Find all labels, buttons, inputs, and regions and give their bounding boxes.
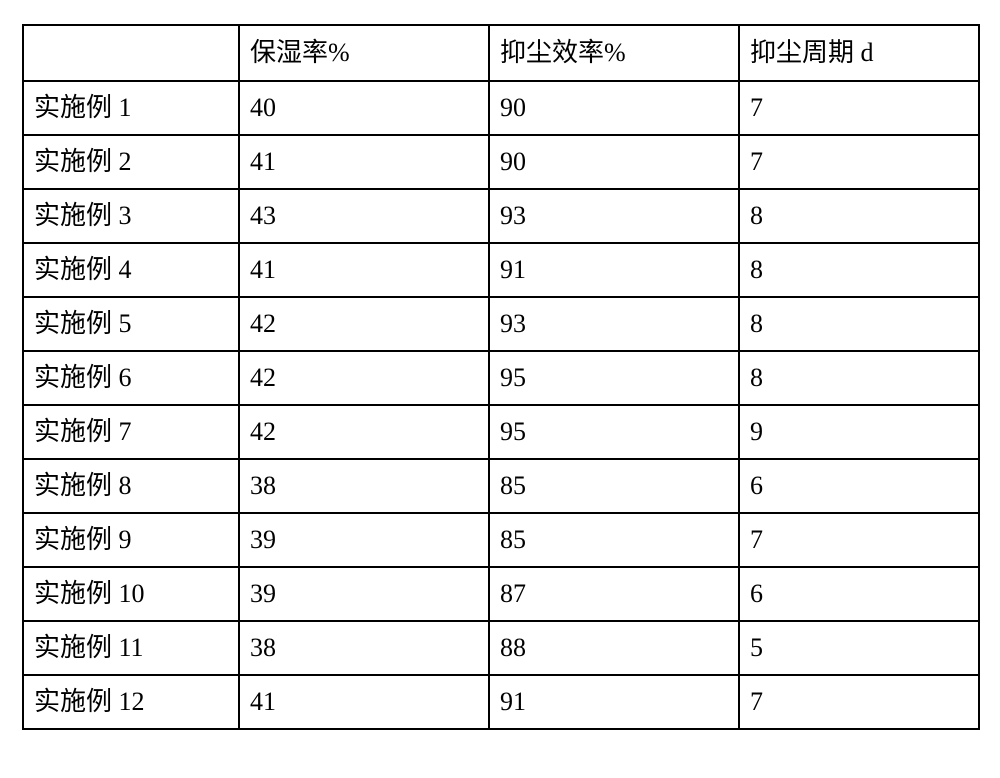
table-row: 实施例 7 42 95 9 <box>23 405 979 459</box>
row-label: 实施例 3 <box>23 189 239 243</box>
row-value: 38 <box>239 621 489 675</box>
row-label: 实施例 5 <box>23 297 239 351</box>
row-value: 39 <box>239 513 489 567</box>
row-value: 41 <box>239 135 489 189</box>
row-value: 8 <box>739 189 979 243</box>
table-row: 实施例 8 38 85 6 <box>23 459 979 513</box>
table-row: 实施例 5 42 93 8 <box>23 297 979 351</box>
table-row: 实施例 2 41 90 7 <box>23 135 979 189</box>
row-value: 6 <box>739 459 979 513</box>
data-table: 保湿率% 抑尘效率% 抑尘周期 d 实施例 1 40 90 7 实施例 2 41… <box>22 24 980 730</box>
row-value: 95 <box>489 351 739 405</box>
row-label: 实施例 9 <box>23 513 239 567</box>
row-value: 95 <box>489 405 739 459</box>
row-value: 39 <box>239 567 489 621</box>
row-value: 85 <box>489 513 739 567</box>
row-label: 实施例 4 <box>23 243 239 297</box>
row-value: 93 <box>489 189 739 243</box>
header-cell-period: 抑尘周期 d <box>739 25 979 81</box>
table-row: 实施例 4 41 91 8 <box>23 243 979 297</box>
row-value: 7 <box>739 135 979 189</box>
row-label: 实施例 10 <box>23 567 239 621</box>
row-value: 42 <box>239 297 489 351</box>
row-value: 43 <box>239 189 489 243</box>
row-value: 90 <box>489 135 739 189</box>
row-value: 7 <box>739 513 979 567</box>
table-header-row: 保湿率% 抑尘效率% 抑尘周期 d <box>23 25 979 81</box>
row-value: 42 <box>239 351 489 405</box>
header-cell-blank <box>23 25 239 81</box>
row-label: 实施例 2 <box>23 135 239 189</box>
table-row: 实施例 10 39 87 6 <box>23 567 979 621</box>
row-value: 7 <box>739 675 979 729</box>
table-row: 实施例 3 43 93 8 <box>23 189 979 243</box>
row-value: 6 <box>739 567 979 621</box>
row-label: 实施例 12 <box>23 675 239 729</box>
table-row: 实施例 11 38 88 5 <box>23 621 979 675</box>
row-value: 90 <box>489 81 739 135</box>
table-row: 实施例 9 39 85 7 <box>23 513 979 567</box>
row-value: 5 <box>739 621 979 675</box>
table-row: 实施例 12 41 91 7 <box>23 675 979 729</box>
row-label: 实施例 8 <box>23 459 239 513</box>
row-value: 7 <box>739 81 979 135</box>
row-value: 8 <box>739 297 979 351</box>
table-row: 实施例 6 42 95 8 <box>23 351 979 405</box>
row-value: 93 <box>489 297 739 351</box>
row-label: 实施例 7 <box>23 405 239 459</box>
row-value: 91 <box>489 243 739 297</box>
row-value: 38 <box>239 459 489 513</box>
row-value: 40 <box>239 81 489 135</box>
row-label: 实施例 6 <box>23 351 239 405</box>
row-value: 42 <box>239 405 489 459</box>
header-cell-efficiency: 抑尘效率% <box>489 25 739 81</box>
row-value: 85 <box>489 459 739 513</box>
page: 保湿率% 抑尘效率% 抑尘周期 d 实施例 1 40 90 7 实施例 2 41… <box>0 0 1000 778</box>
row-value: 9 <box>739 405 979 459</box>
row-value: 88 <box>489 621 739 675</box>
row-value: 41 <box>239 243 489 297</box>
row-label: 实施例 11 <box>23 621 239 675</box>
row-label: 实施例 1 <box>23 81 239 135</box>
header-cell-moisture: 保湿率% <box>239 25 489 81</box>
table-row: 实施例 1 40 90 7 <box>23 81 979 135</box>
row-value: 8 <box>739 351 979 405</box>
row-value: 41 <box>239 675 489 729</box>
row-value: 87 <box>489 567 739 621</box>
row-value: 8 <box>739 243 979 297</box>
row-value: 91 <box>489 675 739 729</box>
